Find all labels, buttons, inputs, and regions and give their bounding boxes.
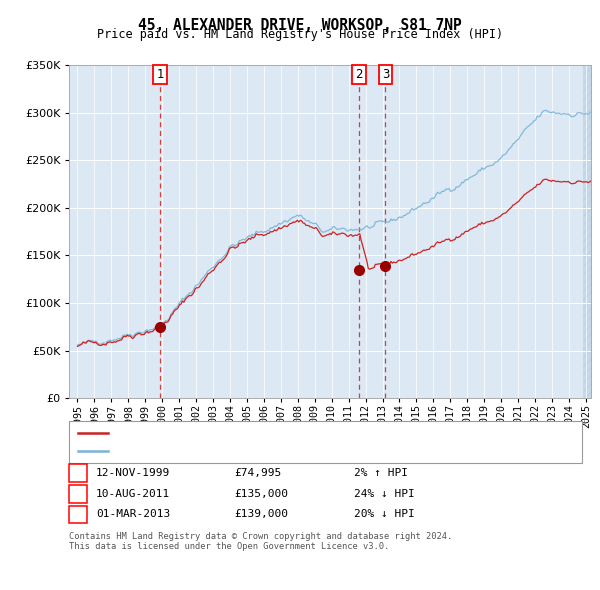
Text: 2% ↑ HPI: 2% ↑ HPI bbox=[354, 468, 408, 478]
Text: 10-AUG-2011: 10-AUG-2011 bbox=[96, 489, 170, 499]
Text: £74,995: £74,995 bbox=[234, 468, 281, 478]
Text: Price paid vs. HM Land Registry's House Price Index (HPI): Price paid vs. HM Land Registry's House … bbox=[97, 28, 503, 41]
Text: HPI: Average price, detached house, Bassetlaw: HPI: Average price, detached house, Bass… bbox=[114, 446, 389, 456]
Text: £139,000: £139,000 bbox=[234, 510, 288, 519]
Text: 3: 3 bbox=[74, 510, 82, 519]
Text: 01-MAR-2013: 01-MAR-2013 bbox=[96, 510, 170, 519]
Text: 45, ALEXANDER DRIVE, WORKSOP, S81 7NP: 45, ALEXANDER DRIVE, WORKSOP, S81 7NP bbox=[138, 18, 462, 32]
Text: 12-NOV-1999: 12-NOV-1999 bbox=[96, 468, 170, 478]
Text: 20% ↓ HPI: 20% ↓ HPI bbox=[354, 510, 415, 519]
Text: 45, ALEXANDER DRIVE, WORKSOP, S81 7NP (detached house): 45, ALEXANDER DRIVE, WORKSOP, S81 7NP (d… bbox=[114, 428, 445, 438]
Text: 1: 1 bbox=[74, 468, 82, 478]
Text: This data is licensed under the Open Government Licence v3.0.: This data is licensed under the Open Gov… bbox=[69, 542, 389, 550]
Bar bbox=[583, 65, 599, 398]
Text: 2: 2 bbox=[355, 68, 362, 81]
Text: 1: 1 bbox=[156, 68, 164, 81]
Text: Contains HM Land Registry data © Crown copyright and database right 2024.: Contains HM Land Registry data © Crown c… bbox=[69, 532, 452, 541]
Text: £135,000: £135,000 bbox=[234, 489, 288, 499]
Text: 2: 2 bbox=[74, 489, 82, 499]
Text: 24% ↓ HPI: 24% ↓ HPI bbox=[354, 489, 415, 499]
Text: 3: 3 bbox=[382, 68, 389, 81]
